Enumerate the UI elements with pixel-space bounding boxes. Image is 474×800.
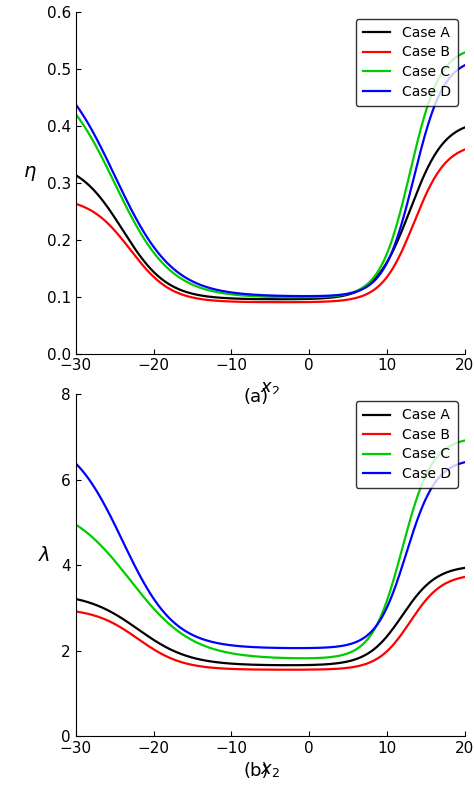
Case D: [73, 100, 79, 110]
Case D: [408, 534, 414, 543]
Case B: [299, 665, 305, 674]
Line: Case A: Case A: [76, 127, 465, 299]
Case B: [310, 665, 315, 674]
Line: Case C: Case C: [76, 441, 465, 658]
Text: (b): (b): [243, 762, 269, 780]
Case D: [302, 291, 308, 301]
Case A: [73, 594, 79, 604]
Case A: [368, 646, 374, 656]
Case A: [310, 660, 315, 670]
Case C: [321, 292, 327, 302]
Case B: [408, 616, 414, 626]
Case B: [408, 225, 414, 234]
Case C: [368, 276, 374, 286]
X-axis label: $x_2$: $x_2$: [260, 379, 280, 397]
Case C: [321, 653, 327, 662]
Y-axis label: $\eta$: $\eta$: [23, 164, 37, 182]
Case B: [368, 657, 374, 666]
Legend: Case A, Case B, Case C, Case D: Case A, Case B, Case C, Case D: [356, 19, 457, 106]
Case D: [310, 291, 315, 301]
Case D: [295, 643, 301, 653]
Y-axis label: $\lambda$: $\lambda$: [38, 546, 51, 566]
Case C: [310, 292, 315, 302]
Case C: [73, 520, 79, 530]
Case D: [97, 140, 102, 150]
Case C: [300, 654, 306, 663]
Case C: [97, 148, 102, 158]
Case B: [97, 211, 102, 221]
Line: Case B: Case B: [76, 150, 465, 302]
Case D: [310, 643, 315, 653]
Case C: [297, 293, 302, 302]
Case B: [462, 145, 467, 154]
Case D: [462, 61, 467, 70]
Line: Case B: Case B: [76, 577, 465, 670]
Case A: [408, 598, 414, 608]
Case A: [310, 294, 315, 303]
Case A: [321, 660, 327, 670]
Line: Case D: Case D: [76, 462, 465, 648]
X-axis label: $x_2$: $x_2$: [260, 762, 280, 779]
Case B: [73, 199, 79, 209]
Case C: [310, 654, 315, 663]
Case B: [321, 665, 327, 674]
Case C: [299, 654, 304, 663]
Case A: [299, 294, 305, 304]
Case D: [321, 643, 327, 653]
Case D: [299, 291, 304, 301]
Case A: [97, 192, 102, 202]
Case D: [408, 184, 414, 194]
Text: (a): (a): [243, 388, 269, 406]
Case A: [276, 294, 282, 304]
Case A: [73, 170, 79, 180]
Case D: [299, 643, 305, 653]
Case D: [368, 279, 374, 289]
Line: Case D: Case D: [76, 66, 465, 296]
Case B: [73, 606, 79, 616]
Line: Case A: Case A: [76, 568, 465, 666]
Case C: [368, 630, 374, 639]
Case A: [462, 122, 467, 132]
Case A: [368, 278, 374, 287]
Case C: [73, 110, 79, 119]
Case D: [368, 627, 374, 637]
Case B: [462, 572, 467, 582]
Case A: [97, 602, 102, 611]
Case D: [97, 491, 102, 501]
Case C: [408, 163, 414, 173]
Case B: [321, 297, 327, 306]
Case A: [299, 660, 305, 670]
Case B: [299, 298, 305, 307]
Case A: [408, 202, 414, 212]
Case C: [462, 48, 467, 58]
Case C: [462, 436, 467, 446]
Case A: [462, 563, 467, 573]
Case C: [299, 293, 305, 302]
Case D: [321, 291, 327, 301]
Case C: [408, 512, 414, 522]
Case B: [285, 665, 291, 674]
Case B: [97, 613, 102, 622]
Case D: [73, 458, 79, 468]
Case B: [310, 297, 315, 306]
Case A: [321, 294, 327, 303]
Legend: Case A, Case B, Case C, Case D: Case A, Case B, Case C, Case D: [356, 402, 457, 488]
Case A: [286, 661, 292, 670]
Line: Case C: Case C: [76, 53, 465, 298]
Case C: [97, 539, 102, 549]
Case B: [280, 298, 285, 307]
Case B: [368, 287, 374, 297]
Case D: [462, 458, 467, 467]
